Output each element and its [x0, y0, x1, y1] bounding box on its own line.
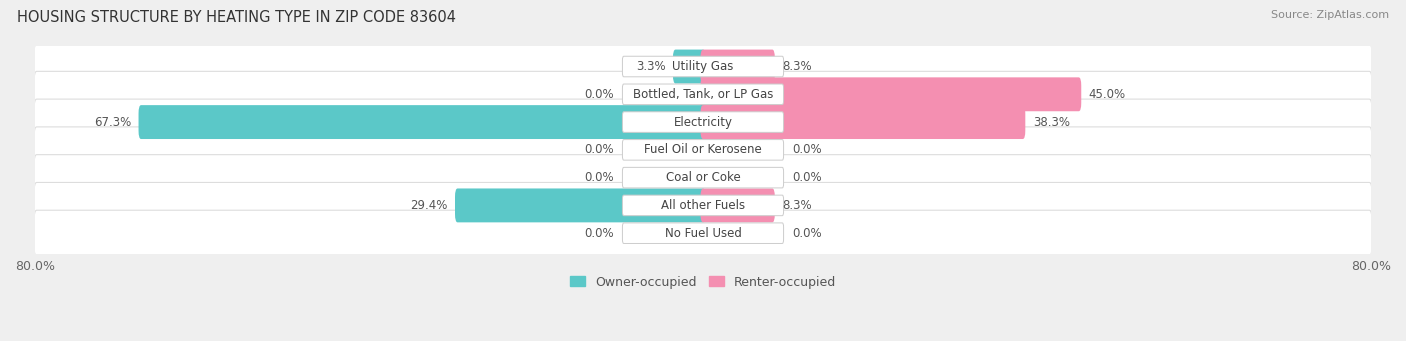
Text: 67.3%: 67.3% [94, 116, 131, 129]
Text: 0.0%: 0.0% [583, 227, 613, 240]
Text: 45.0%: 45.0% [1088, 88, 1126, 101]
Text: 0.0%: 0.0% [583, 88, 613, 101]
Text: 8.3%: 8.3% [782, 199, 811, 212]
FancyBboxPatch shape [34, 44, 1372, 89]
Text: Source: ZipAtlas.com: Source: ZipAtlas.com [1271, 10, 1389, 20]
Text: All other Fuels: All other Fuels [661, 199, 745, 212]
FancyBboxPatch shape [623, 112, 783, 132]
Text: 0.0%: 0.0% [583, 143, 613, 157]
FancyBboxPatch shape [700, 189, 775, 222]
FancyBboxPatch shape [34, 127, 1372, 173]
FancyBboxPatch shape [623, 139, 783, 160]
FancyBboxPatch shape [623, 84, 783, 105]
FancyBboxPatch shape [623, 167, 783, 188]
Legend: Owner-occupied, Renter-occupied: Owner-occupied, Renter-occupied [565, 271, 841, 294]
Text: 8.3%: 8.3% [782, 60, 811, 73]
Text: HOUSING STRUCTURE BY HEATING TYPE IN ZIP CODE 83604: HOUSING STRUCTURE BY HEATING TYPE IN ZIP… [17, 10, 456, 25]
FancyBboxPatch shape [456, 189, 706, 222]
Text: 29.4%: 29.4% [411, 199, 447, 212]
Text: Electricity: Electricity [673, 116, 733, 129]
Text: Fuel Oil or Kerosene: Fuel Oil or Kerosene [644, 143, 762, 157]
FancyBboxPatch shape [34, 99, 1372, 145]
Text: 0.0%: 0.0% [583, 171, 613, 184]
Text: 3.3%: 3.3% [636, 60, 665, 73]
FancyBboxPatch shape [623, 223, 783, 243]
FancyBboxPatch shape [700, 77, 1081, 111]
FancyBboxPatch shape [34, 210, 1372, 256]
FancyBboxPatch shape [34, 71, 1372, 117]
Text: Bottled, Tank, or LP Gas: Bottled, Tank, or LP Gas [633, 88, 773, 101]
FancyBboxPatch shape [623, 56, 783, 77]
FancyBboxPatch shape [623, 195, 783, 216]
Text: 0.0%: 0.0% [793, 143, 823, 157]
FancyBboxPatch shape [673, 49, 706, 84]
FancyBboxPatch shape [34, 182, 1372, 228]
FancyBboxPatch shape [34, 155, 1372, 201]
Text: No Fuel Used: No Fuel Used [665, 227, 741, 240]
Text: 0.0%: 0.0% [793, 227, 823, 240]
Text: Coal or Coke: Coal or Coke [665, 171, 741, 184]
FancyBboxPatch shape [700, 49, 775, 84]
Text: Utility Gas: Utility Gas [672, 60, 734, 73]
FancyBboxPatch shape [139, 105, 706, 139]
FancyBboxPatch shape [700, 105, 1025, 139]
Text: 38.3%: 38.3% [1033, 116, 1070, 129]
Text: 0.0%: 0.0% [793, 171, 823, 184]
